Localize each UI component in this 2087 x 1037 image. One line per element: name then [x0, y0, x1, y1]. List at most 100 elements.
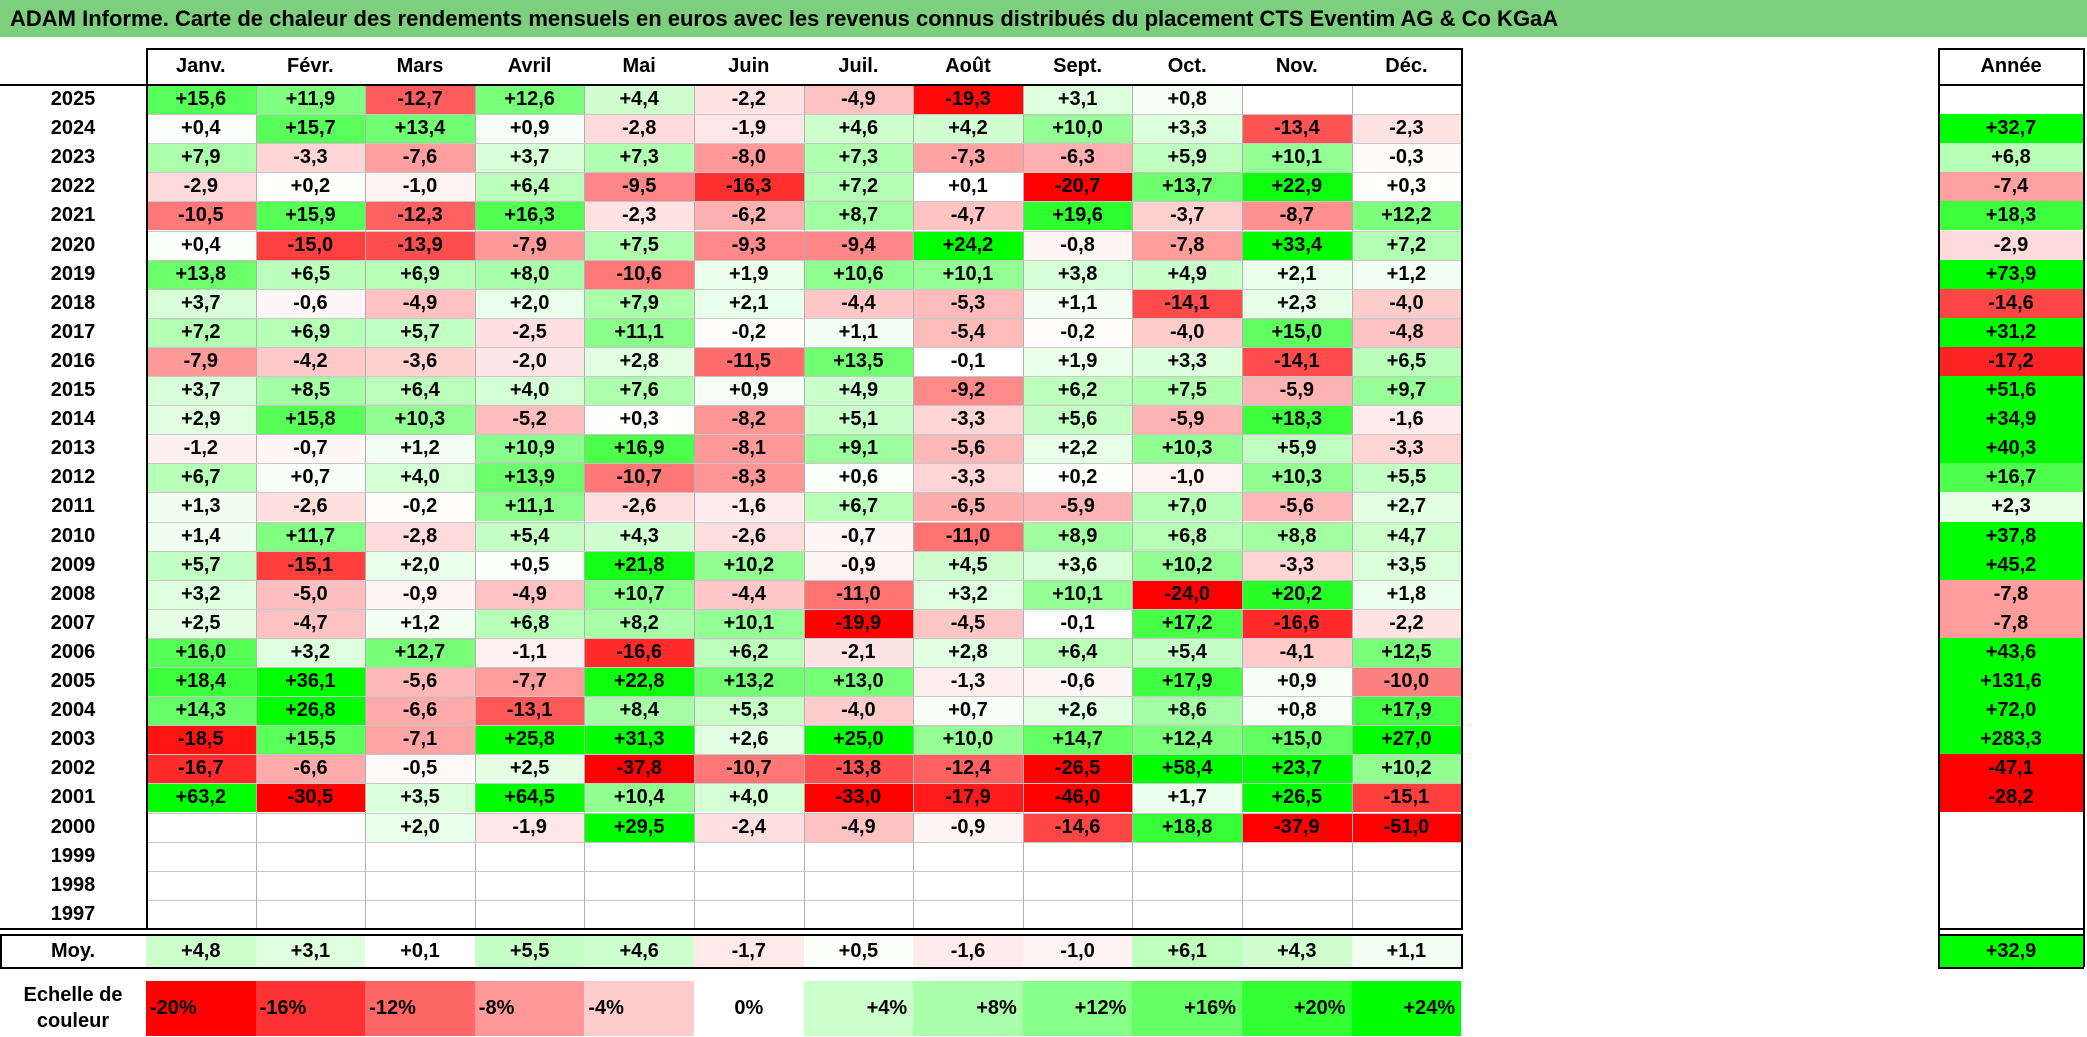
heatmap-cell: +10,3: [365, 405, 475, 435]
heatmap-cell: +6,5: [1351, 346, 1462, 376]
heatmap-cell: +3,5: [1351, 550, 1462, 580]
heatmap-cell: -6,6: [365, 696, 475, 726]
heatmap-cell: +8,9: [1022, 521, 1133, 551]
heatmap-cell: -2,6: [255, 492, 366, 522]
heatmap-cell: -33,0: [803, 783, 914, 813]
average-cell: -1,6: [913, 936, 1023, 967]
heatmap-cell: +0,4: [146, 230, 256, 260]
heatmap-cell: -15,0: [255, 230, 366, 260]
heatmap-cell: [1022, 841, 1133, 871]
grid-line: [146, 667, 1462, 668]
heatmap-cell: +1,3: [146, 492, 256, 522]
heatmap-cell: +7,2: [146, 317, 256, 347]
heatmap-cell: +6,9: [255, 317, 366, 347]
heatmap-cell: [1351, 870, 1462, 900]
heatmap-cell: -13,9: [365, 230, 475, 260]
table-border: [1461, 934, 1464, 969]
average-cell: -1,7: [694, 936, 804, 967]
heatmap-cell: +4,9: [803, 376, 914, 406]
heatmap-cell: -10,0: [1351, 667, 1462, 697]
heatmap-cell: -0,9: [365, 579, 475, 609]
heatmap-cell: -19,3: [913, 85, 1023, 115]
heatmap-cell: +22,9: [1242, 172, 1352, 202]
heatmap-cell: +8,2: [584, 608, 694, 638]
table-border: [0, 84, 1464, 86]
year-label: 2013: [50, 437, 96, 460]
heatmap-cell: [146, 899, 256, 929]
heatmap-cell: +0,7: [255, 463, 366, 493]
heatmap-cell: +12,4: [1132, 725, 1242, 755]
heatmap-cell: -0,2: [694, 317, 804, 347]
heatmap-cell: -9,3: [694, 230, 804, 260]
heatmap-cell: -51,0: [1351, 812, 1462, 842]
heatmap-cell: -13,1: [474, 696, 585, 726]
heatmap-cell: -26,5: [1022, 754, 1133, 784]
heatmap-cell: -16,6: [584, 637, 694, 667]
heatmap-cell: -6,3: [1022, 143, 1133, 173]
heatmap-cell: -15,1: [1351, 783, 1462, 813]
heatmap-cell: -5,9: [1242, 376, 1352, 406]
heatmap-cell: -7,9: [146, 346, 256, 376]
average-cell: +3,1: [255, 936, 366, 967]
heatmap-cell: +17,9: [1351, 696, 1462, 726]
month-header: Juil.: [838, 55, 879, 77]
heatmap-cell: +7,2: [803, 172, 914, 202]
grid-line: [146, 172, 1462, 174]
heatmap-cell: +0,2: [255, 172, 366, 202]
heatmap-cell: -14,6: [1022, 812, 1133, 842]
heatmap-cell: -11,0: [803, 579, 914, 609]
heatmap-cell: +10,1: [913, 259, 1023, 289]
heatmap-cell: [1132, 841, 1242, 871]
heatmap-cell: -0,5: [365, 754, 475, 784]
heatmap-cell: +0,3: [584, 405, 694, 435]
heatmap-cell: -4,8: [1351, 317, 1462, 347]
heatmap-cell: -11,0: [913, 521, 1023, 551]
grid-line: [146, 608, 1462, 610]
heatmap-cell: -37,8: [584, 754, 694, 784]
heatmap-cell: +13,9: [474, 463, 585, 493]
month-header: Nov.: [1275, 55, 1318, 77]
heatmap-cell: -8,0: [694, 143, 804, 173]
heatmap-cell: +12,6: [474, 85, 585, 115]
heatmap-cell: -2,5: [474, 317, 585, 347]
annual-cell: -2,9: [1938, 230, 2084, 260]
heatmap-cell: +18,8: [1132, 812, 1242, 842]
heatmap-cell: +13,4: [365, 114, 475, 144]
heatmap-cell: +11,7: [255, 521, 366, 551]
year-label: 2022: [50, 175, 96, 198]
heatmap-cell: -7,9: [474, 230, 585, 260]
heatmap-cell: +4,6: [803, 114, 914, 144]
heatmap-cell: +10,7: [584, 579, 694, 609]
heatmap-cell: -4,2: [255, 346, 366, 376]
heatmap-cell: -4,9: [803, 812, 914, 842]
heatmap-cell: [255, 870, 366, 900]
annual-cell: +32,7: [1938, 114, 2084, 144]
heatmap-cell: -4,4: [694, 579, 804, 609]
year-label: 1997: [50, 902, 96, 925]
heatmap-cell: +5,1: [803, 405, 914, 435]
grid-line: [146, 870, 1462, 872]
heatmap-cell: -9,5: [584, 172, 694, 202]
color-scale-swatch: 0%: [694, 981, 804, 1036]
grid-line: [146, 550, 1462, 552]
grid-line: [1022, 85, 1024, 929]
heatmap-cell: +7,2: [1351, 230, 1462, 260]
heatmap-cell: -2,0: [474, 346, 585, 376]
heatmap-cell: +8,7: [803, 201, 914, 231]
heatmap-cell: [1022, 899, 1133, 929]
year-label: 1999: [50, 844, 96, 867]
heatmap-cell: -8,7: [1242, 201, 1352, 231]
year-label: 2024: [50, 117, 96, 140]
annual-cell: -28,2: [1938, 783, 2084, 813]
heatmap-cell: +64,5: [474, 783, 585, 813]
average-cell: -1,0: [1022, 936, 1133, 967]
heatmap-cell: +3,5: [365, 783, 475, 813]
annual-cell: +73,9: [1938, 259, 2084, 289]
heatmap-cell: -18,5: [146, 725, 256, 755]
heatmap-cell: +2,9: [146, 405, 256, 435]
year-label: 2011: [51, 495, 95, 518]
heatmap-cell: -7,7: [474, 667, 585, 697]
heatmap-cell: -4,4: [803, 288, 914, 318]
heatmap-cell: +18,3: [1242, 405, 1352, 435]
heatmap-cell: -4,0: [1351, 288, 1462, 318]
